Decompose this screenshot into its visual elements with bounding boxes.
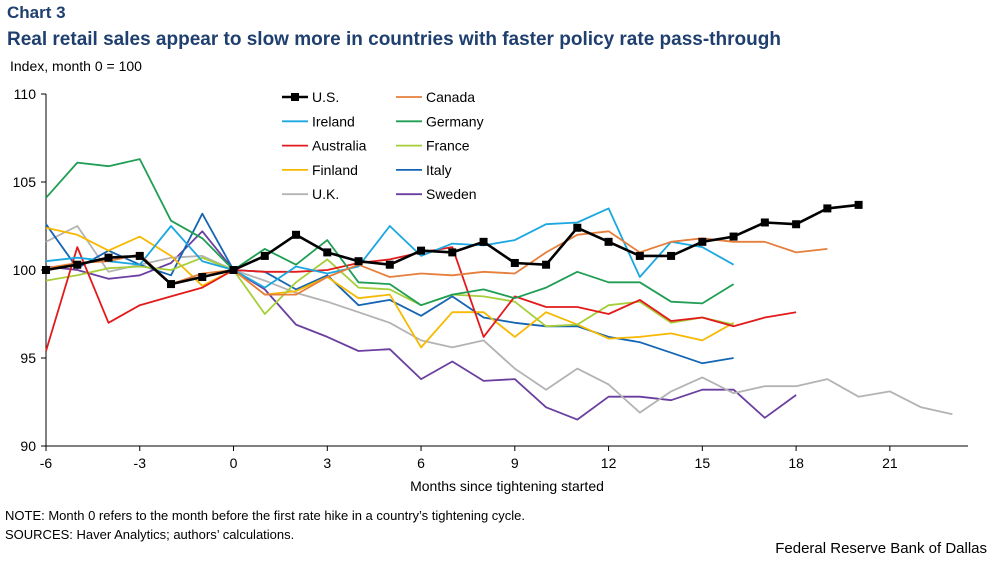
legend-marker-us — [291, 93, 299, 101]
data-point-us — [479, 237, 488, 246]
data-point-us — [448, 248, 457, 257]
data-point-us — [198, 273, 207, 282]
data-point-us — [42, 266, 50, 274]
legend-label-finland: Finland — [312, 162, 358, 178]
legend-label-uk: U.K. — [312, 186, 339, 202]
data-point-us — [729, 232, 738, 241]
data-point-us — [854, 200, 863, 209]
data-point-us — [323, 248, 332, 257]
x-tick-label: 21 — [882, 455, 898, 471]
data-point-us — [354, 257, 363, 266]
x-tick-label: 0 — [230, 455, 238, 471]
x-tick-label: 9 — [511, 455, 519, 471]
data-point-us — [667, 251, 676, 260]
data-point-us — [292, 230, 301, 239]
note-text: NOTE: Month 0 refers to the month before… — [5, 508, 526, 523]
series-line-finland — [45, 226, 735, 349]
series-line-france — [45, 256, 734, 328]
data-point-us — [792, 220, 801, 229]
chart-number: Chart 3 — [7, 3, 66, 22]
series-line-ireland — [45, 207, 735, 289]
data-point-us — [73, 260, 82, 269]
data-point-us — [385, 260, 394, 269]
data-point-us — [167, 280, 176, 289]
y-tick-label: 105 — [13, 174, 37, 190]
data-point-us — [760, 218, 769, 227]
y-tick-label: 110 — [14, 86, 37, 102]
series-line-germany — [45, 158, 735, 307]
legend-label-germany: Germany — [426, 113, 484, 129]
sources-text: SOURCES: Haver Analytics; authors’ calcu… — [5, 527, 295, 542]
data-point-us — [260, 251, 269, 260]
data-point-us — [229, 266, 238, 274]
chart-title: Real retail sales appear to slow more in… — [7, 29, 781, 50]
data-point-us — [635, 251, 644, 260]
data-point-us — [510, 258, 519, 267]
data-point-us — [698, 237, 707, 246]
data-point-us — [573, 223, 582, 232]
x-tick-label: -3 — [134, 455, 147, 471]
credit-text: Federal Reserve Bank of Dallas — [775, 540, 987, 557]
y-tick-label: 90 — [20, 438, 36, 454]
legend-label-us: U.S. — [312, 89, 339, 105]
legend-label-france: France — [426, 138, 470, 154]
legend-label-ireland: Ireland — [312, 113, 355, 129]
data-point-us — [104, 253, 113, 262]
series-line-sweden — [45, 230, 797, 421]
data-point-us — [417, 246, 426, 255]
data-point-us — [135, 251, 144, 260]
y-unit-label: Index, month 0 = 100 — [10, 58, 142, 74]
axes: 90 95 100 105 110 -6 -3 0 3 6 9 12 15 18 21 — [13, 86, 968, 471]
legend-label-sweden: Sweden — [426, 186, 477, 202]
y-tick-label: 95 — [20, 350, 36, 366]
x-axis-label: Months since tightening started — [410, 478, 604, 494]
data-point-us — [604, 237, 613, 246]
x-tick-label: 6 — [417, 455, 425, 471]
legend-label-canada: Canada — [426, 89, 475, 105]
x-tick-label: 15 — [695, 455, 711, 471]
x-tick-label: 12 — [601, 455, 617, 471]
x-tick-label: 3 — [323, 455, 331, 471]
legend: U.S. Canada Ireland Germany Australia France F… — [282, 89, 484, 202]
series-lines — [42, 158, 953, 421]
data-point-us — [823, 204, 832, 213]
y-tick-label: 100 — [13, 262, 37, 278]
data-point-us — [542, 260, 551, 269]
legend-label-australia: Australia — [312, 138, 367, 154]
x-tick-label: -6 — [40, 455, 53, 471]
legend-label-italy: Italy — [426, 162, 452, 178]
x-tick-label: 18 — [788, 455, 804, 471]
